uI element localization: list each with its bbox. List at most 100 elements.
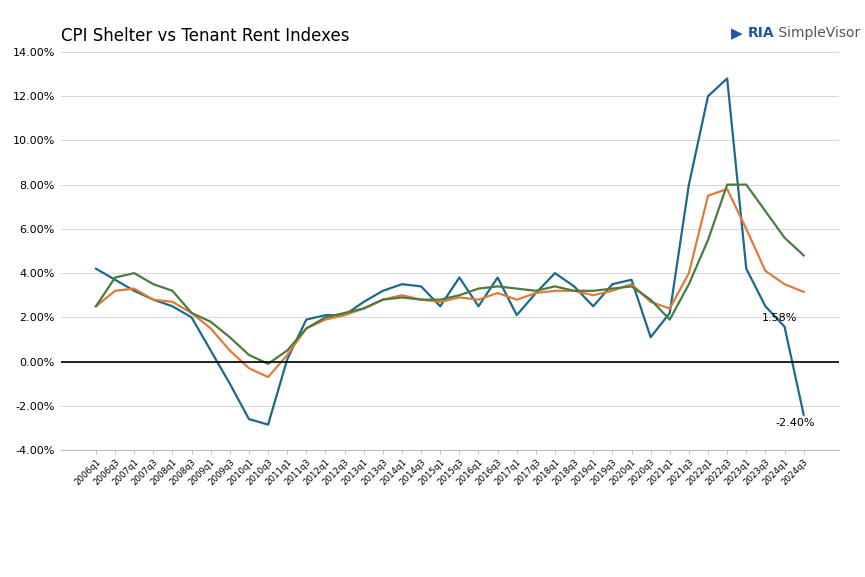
CPI Shelter bbox=[760, 208, 771, 215]
New Tenant bbox=[703, 93, 714, 100]
All Tenant bbox=[378, 296, 388, 303]
CPI Shelter bbox=[664, 316, 675, 323]
CPI Shelter bbox=[492, 283, 503, 290]
New Tenant bbox=[416, 283, 426, 290]
All Tenant bbox=[206, 325, 216, 332]
New Tenant bbox=[206, 347, 216, 354]
New Tenant bbox=[129, 287, 139, 294]
All Tenant bbox=[645, 298, 656, 305]
All Tenant bbox=[339, 312, 349, 319]
New Tenant bbox=[760, 303, 771, 310]
All Tenant bbox=[492, 290, 503, 297]
All Tenant bbox=[588, 292, 599, 299]
New Tenant bbox=[454, 274, 465, 281]
New Tenant bbox=[91, 265, 101, 272]
CPI Shelter bbox=[110, 274, 120, 281]
CPI Shelter bbox=[148, 281, 158, 288]
New Tenant bbox=[664, 309, 675, 316]
CPI Shelter bbox=[569, 287, 580, 294]
All Tenant bbox=[722, 186, 733, 193]
New Tenant bbox=[301, 316, 311, 323]
New Tenant bbox=[473, 303, 484, 310]
CPI Shelter bbox=[454, 292, 465, 299]
New Tenant bbox=[378, 287, 388, 294]
New Tenant bbox=[779, 323, 790, 330]
Text: CPI Shelter vs Tenant Rent Indexes: CPI Shelter vs Tenant Rent Indexes bbox=[61, 27, 349, 45]
CPI Shelter bbox=[645, 296, 656, 303]
CPI Shelter bbox=[167, 287, 177, 294]
All Tenant bbox=[148, 296, 158, 303]
New Tenant bbox=[110, 276, 120, 283]
CPI Shelter bbox=[129, 269, 139, 276]
All Tenant bbox=[569, 287, 580, 294]
All Tenant bbox=[263, 374, 273, 381]
All Tenant bbox=[167, 298, 177, 305]
All Tenant bbox=[129, 285, 139, 292]
CPI Shelter bbox=[186, 309, 196, 316]
All Tenant bbox=[301, 325, 311, 332]
CPI Shelter bbox=[378, 296, 388, 303]
All Tenant bbox=[760, 268, 771, 275]
New Tenant bbox=[339, 312, 349, 319]
New Tenant bbox=[435, 303, 445, 310]
CPI Shelter bbox=[225, 334, 235, 340]
CPI Shelter bbox=[683, 281, 694, 288]
All Tenant bbox=[550, 287, 561, 294]
CPI Shelter bbox=[301, 325, 311, 332]
CPI Shelter bbox=[263, 360, 273, 368]
Text: SimpleVisor: SimpleVisor bbox=[774, 26, 861, 40]
New Tenant bbox=[492, 274, 503, 281]
CPI Shelter bbox=[320, 314, 330, 321]
New Tenant bbox=[358, 298, 368, 305]
Line: All Tenant: All Tenant bbox=[96, 189, 804, 377]
New Tenant bbox=[244, 415, 254, 422]
New Tenant bbox=[741, 265, 752, 272]
CPI Shelter bbox=[703, 237, 714, 243]
Text: -2.40%: -2.40% bbox=[775, 418, 815, 428]
CPI Shelter bbox=[244, 351, 254, 358]
CPI Shelter bbox=[588, 287, 599, 294]
All Tenant bbox=[473, 296, 484, 303]
All Tenant bbox=[225, 347, 235, 354]
CPI Shelter bbox=[339, 309, 349, 316]
All Tenant bbox=[186, 309, 196, 316]
CPI Shelter bbox=[531, 287, 541, 294]
New Tenant bbox=[263, 421, 273, 428]
CPI Shelter bbox=[626, 283, 637, 290]
Text: 1.58%: 1.58% bbox=[761, 313, 797, 323]
New Tenant bbox=[282, 356, 292, 363]
All Tenant bbox=[607, 287, 618, 294]
All Tenant bbox=[779, 281, 790, 288]
New Tenant bbox=[148, 296, 158, 303]
CPI Shelter bbox=[473, 285, 484, 292]
New Tenant bbox=[588, 303, 599, 310]
All Tenant bbox=[435, 298, 445, 305]
All Tenant bbox=[531, 290, 541, 297]
New Tenant bbox=[645, 334, 656, 340]
Text: ▶: ▶ bbox=[731, 26, 748, 41]
New Tenant bbox=[550, 269, 561, 276]
CPI Shelter bbox=[358, 305, 368, 312]
All Tenant bbox=[110, 287, 120, 294]
CPI Shelter bbox=[397, 294, 407, 301]
CPI Shelter bbox=[779, 234, 790, 241]
Text: RIA: RIA bbox=[748, 26, 775, 40]
New Tenant bbox=[511, 312, 522, 319]
CPI Shelter bbox=[607, 285, 618, 292]
CPI Shelter bbox=[91, 303, 101, 310]
New Tenant bbox=[320, 312, 330, 319]
All Tenant bbox=[511, 296, 522, 303]
All Tenant bbox=[91, 303, 101, 310]
New Tenant bbox=[397, 281, 407, 288]
New Tenant bbox=[722, 75, 733, 82]
All Tenant bbox=[416, 296, 426, 303]
New Tenant bbox=[607, 281, 618, 288]
All Tenant bbox=[454, 294, 465, 301]
All Tenant bbox=[626, 281, 637, 288]
New Tenant bbox=[186, 314, 196, 321]
All Tenant bbox=[397, 292, 407, 299]
Line: New Tenant: New Tenant bbox=[96, 78, 804, 425]
CPI Shelter bbox=[416, 296, 426, 303]
CPI Shelter bbox=[722, 181, 733, 188]
CPI Shelter bbox=[206, 319, 216, 325]
